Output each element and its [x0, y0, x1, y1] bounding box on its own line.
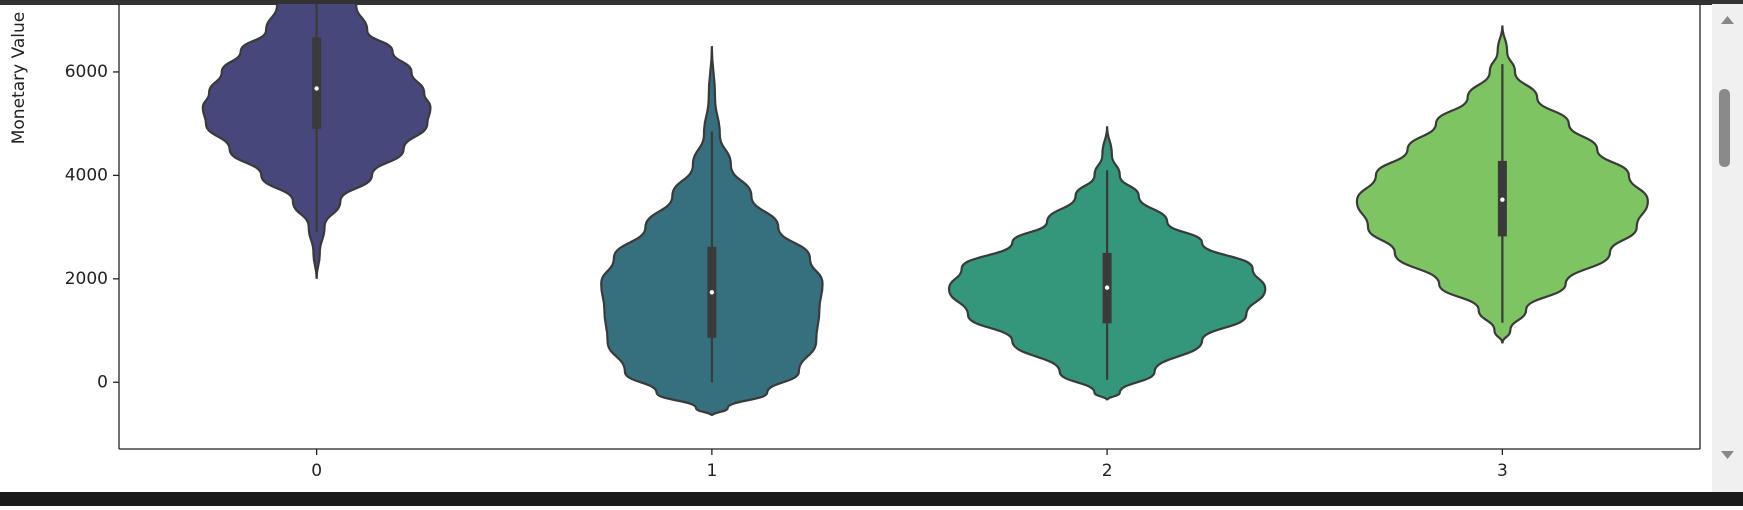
scroll-down-arrow[interactable]	[1721, 451, 1734, 459]
median-dot	[1104, 285, 1110, 290]
x-tick-label: 3	[1497, 461, 1508, 481]
x-tick-label: 1	[706, 461, 717, 481]
scroll-up-arrow[interactable]	[1721, 16, 1734, 24]
scrollbar-track[interactable]	[1712, 4, 1743, 492]
iqr-box	[312, 37, 322, 129]
y-tick-label: 0	[97, 372, 108, 392]
y-tick-label: 4000	[65, 165, 108, 185]
plot-area	[201, 4, 1649, 417]
y-tick-label: 2000	[65, 269, 108, 289]
y-tick-label: 6000	[65, 62, 108, 82]
top-edge	[0, 0, 1743, 5]
y-axis-label: Monetary Value	[9, 12, 29, 145]
median-dot	[709, 290, 715, 295]
x-tick-label: 0	[311, 461, 322, 481]
bottom-edge	[0, 492, 1743, 506]
x-tick-label: 2	[1102, 461, 1113, 481]
median-dot	[314, 86, 319, 91]
scrollbar-thumb[interactable]	[1719, 89, 1730, 167]
median-dot	[1500, 197, 1505, 202]
